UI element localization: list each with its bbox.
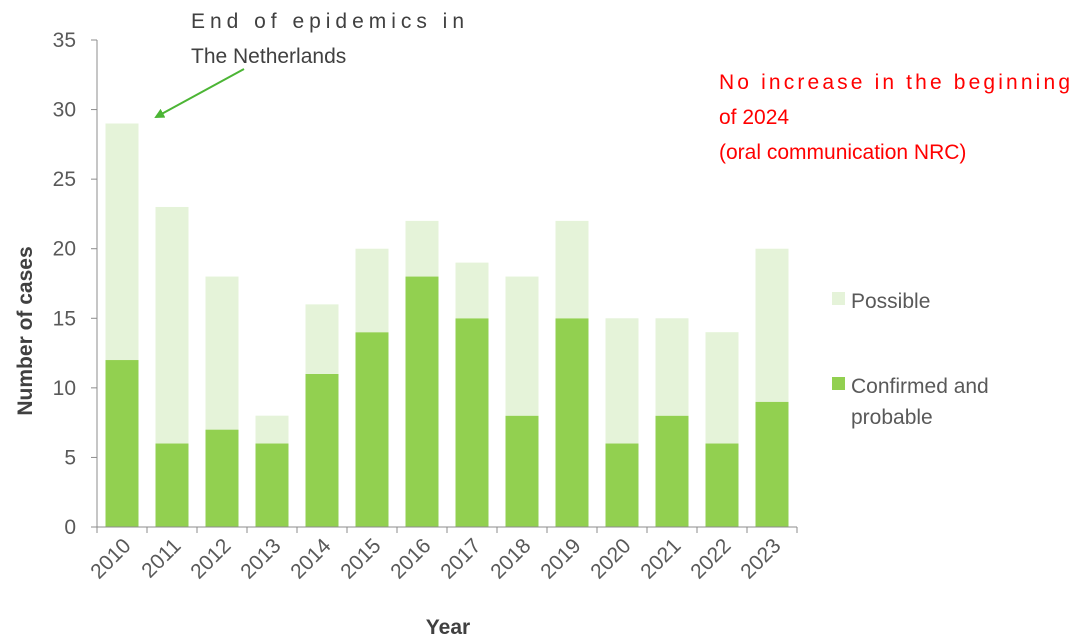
bar-confirmed-and-probable-2017 [455, 318, 489, 527]
bar-confirmed-and-probable-2021 [655, 415, 689, 527]
y-ticks: 0 5 10 15 20 25 30 35 [53, 29, 97, 539]
note-line-3: (oral communication NRC) [719, 141, 966, 164]
legend: Possible Confirmed and probable [832, 290, 989, 429]
x-tick-label-2015: 2015 [336, 534, 385, 583]
legend-swatch [832, 377, 845, 390]
y-tick-label: 30 [53, 99, 76, 122]
bar-confirmed-and-probable-2023 [755, 401, 789, 527]
y-tick-label: 35 [53, 29, 76, 52]
bar-possible-2018 [505, 276, 539, 416]
bar-confirmed-and-probable-2010 [105, 360, 139, 527]
bar-possible-2015 [355, 248, 389, 333]
x-tick-label-2021: 2021 [636, 534, 685, 583]
x-tick-label-2017: 2017 [436, 534, 485, 583]
x-tick-label-2016: 2016 [386, 534, 435, 583]
legend-label: probable [851, 406, 933, 429]
x-tick-label-2013: 2013 [236, 534, 285, 583]
y-tick-label: 10 [53, 377, 76, 400]
legend-swatch [832, 292, 845, 305]
bar-confirmed-and-probable-2015 [355, 332, 389, 527]
bar-possible-2012 [205, 276, 239, 430]
bar-possible-2019 [555, 220, 589, 319]
bar-confirmed-and-probable-2014 [305, 373, 339, 527]
bar-confirmed-and-probable-2019 [555, 318, 589, 527]
bar-confirmed-and-probable-2022 [705, 443, 739, 527]
y-tick-label: 15 [53, 307, 76, 330]
x-tick-label-2019: 2019 [536, 534, 585, 583]
legend-label: Confirmed and [851, 375, 989, 398]
bar-confirmed-and-probable-2016 [405, 276, 439, 527]
legend-label: Possible [851, 290, 930, 313]
bars [105, 123, 789, 527]
x-tick-label-2018: 2018 [486, 534, 535, 583]
y-tick-label: 25 [53, 168, 76, 191]
x-tick-label-2011: 2011 [137, 534, 185, 582]
bar-possible-2011 [155, 206, 189, 444]
bar-possible-2016 [405, 220, 439, 277]
note-annotation: No increase in the beginning of 2024 (or… [719, 71, 1070, 164]
bar-possible-2010 [105, 123, 139, 361]
bar-possible-2013 [255, 415, 289, 444]
bar-possible-2021 [655, 318, 689, 416]
epidemic-annotation: End of epidemics in The Netherlands [154, 10, 464, 118]
bar-possible-2023 [755, 248, 789, 402]
bar-confirmed-and-probable-2011 [155, 443, 189, 527]
bar-possible-2022 [705, 332, 739, 444]
y-tick-label: 20 [53, 238, 76, 261]
note-line-1: No increase in the beginning [719, 71, 1070, 94]
bar-confirmed-and-probable-2013 [255, 443, 289, 527]
bar-possible-2020 [605, 318, 639, 444]
bar-possible-2014 [305, 304, 339, 374]
x-axis-title: Year [426, 616, 470, 639]
x-tick-label-2014: 2014 [286, 534, 336, 584]
note-line-2: of 2024 [719, 106, 789, 129]
epidemic-arrow [154, 68, 245, 118]
bar-confirmed-and-probable-2020 [605, 443, 639, 527]
y-tick-label: 5 [64, 446, 76, 469]
y-tick-label: 0 [64, 516, 76, 539]
x-ticks: 2010 2011 2012 2013 2014 2015 2016 2017 2018 2019… [86, 527, 798, 584]
bar-confirmed-and-probable-2012 [205, 429, 239, 527]
x-tick-label-2020: 2020 [586, 534, 635, 583]
x-tick-label-2023: 2023 [736, 534, 785, 583]
epidemic-annotation-line-2: The Netherlands [191, 45, 346, 68]
epidemic-annotation-line-1: End of epidemics in [191, 10, 464, 33]
x-tick-label-2022: 2022 [686, 534, 735, 583]
x-tick-label-2012: 2012 [186, 534, 235, 583]
x-tick-label-2010: 2010 [86, 534, 135, 583]
y-axis-title: Number of cases [14, 246, 37, 415]
bar-confirmed-and-probable-2018 [505, 415, 539, 527]
bar-possible-2017 [455, 262, 489, 319]
